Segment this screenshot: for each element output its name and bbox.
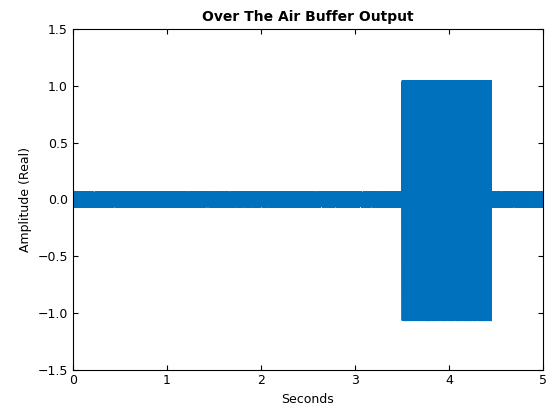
Title: Over The Air Buffer Output: Over The Air Buffer Output: [202, 10, 414, 24]
Y-axis label: Amplitude (Real): Amplitude (Real): [19, 147, 32, 252]
X-axis label: Seconds: Seconds: [282, 393, 334, 406]
